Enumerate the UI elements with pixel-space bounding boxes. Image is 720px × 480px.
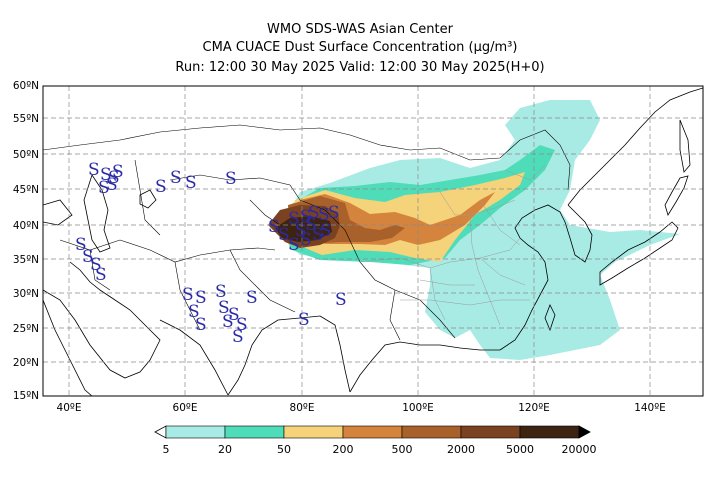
lon-label: 140ºE (634, 402, 666, 414)
dust-symbol: S (75, 235, 87, 255)
lat-label: 60ºN (13, 80, 39, 92)
dust-symbol: S (236, 315, 248, 335)
colorbar-segment (224, 425, 285, 439)
longitude-labels: 40ºE 60ºE 80ºE 100ºE 120ºE 140ºE (57, 402, 666, 414)
dust-symbol: S (232, 327, 244, 347)
lat-label: 20ºN (13, 357, 39, 369)
dust-symbol: S (106, 175, 118, 195)
dust-symbol: S (100, 165, 112, 185)
dust-symbol: S (222, 312, 234, 332)
dust-symbol: S (288, 235, 300, 255)
colorbar-label: 20000 (562, 443, 597, 456)
colorbar-min-arrow (154, 425, 167, 439)
province-borders (359, 164, 546, 326)
dust-symbol: S (295, 221, 307, 241)
colorbar-segment (460, 425, 521, 439)
dust-symbol: S (82, 247, 94, 267)
colorbar-label: 20 (218, 443, 232, 456)
dust-level-1 (282, 100, 680, 360)
dust-symbol: S (298, 310, 310, 330)
lat-label: 25ºN (13, 323, 39, 335)
dust-symbol: S (195, 288, 207, 308)
lat-label: 15ºN (13, 390, 39, 402)
colorbar-segment (519, 425, 580, 439)
dust-symbol: S (300, 230, 312, 250)
dust-symbol: S (312, 225, 324, 245)
colorbar-label: 5 (163, 443, 170, 456)
dust-symbol: S (320, 221, 332, 241)
dust-symbol: S (90, 255, 102, 275)
dust-symbol: S (300, 207, 312, 227)
lon-label: 120ºE (518, 402, 550, 414)
dust-symbol: S (88, 160, 100, 180)
dust-symbol: S (185, 173, 197, 193)
dust-symbol: S (215, 282, 227, 302)
lon-label: 100ºE (402, 402, 434, 414)
colorbar-segment (401, 425, 462, 439)
colorbar-label: 500 (392, 443, 413, 456)
dust-symbol: S (328, 203, 340, 223)
run-valid-time: Run: 12:00 30 May 2025 Valid: 12:00 30 M… (175, 60, 545, 75)
colorbar-segment (165, 425, 226, 439)
dust-symbol: S (278, 225, 290, 245)
colorbar-label: 2000 (447, 443, 475, 456)
map-frame (42, 85, 704, 397)
dust-observation-symbols: S S S S S S S S S S S S S S S S S S S S … (75, 160, 347, 347)
coastlines (43, 87, 703, 396)
colorbar-label: 50 (277, 443, 291, 456)
colorbar-max-arrow (578, 425, 591, 439)
dust-symbol: S (308, 203, 320, 223)
dust-level-7 (275, 216, 332, 242)
dust-symbol: S (188, 302, 200, 322)
dust-symbol: S (268, 217, 280, 237)
lat-label: 40ºN (13, 220, 39, 232)
lat-label: 45ºN (13, 184, 39, 196)
map-subtitle: CMA CUACE Dust Surface Concentration (μg… (202, 40, 518, 55)
dust-symbol: S (225, 169, 237, 189)
map-title: WMO SDS-WAS Asian Center (267, 22, 453, 37)
dust-symbol: S (170, 168, 182, 188)
dust-symbol: S (155, 177, 167, 197)
dust-symbol: S (112, 162, 124, 182)
lat-label: 35ºN (13, 254, 39, 266)
dust-symbol: S (182, 285, 194, 305)
dust-symbol: S (246, 288, 258, 308)
dust-symbol: S (95, 265, 107, 285)
lon-label: 60ºE (173, 402, 198, 414)
colorbar: 5 20 50 200 500 2000 5000 20000 (154, 425, 597, 456)
colorbar-label: 200 (333, 443, 354, 456)
dust-symbol: S (335, 290, 347, 310)
dust-symbol: S (195, 315, 207, 335)
lat-label: 55ºN (13, 113, 39, 125)
lon-label: 40ºE (57, 402, 82, 414)
dust-symbol: S (318, 205, 330, 225)
colorbar-segment (342, 425, 403, 439)
lon-label: 80ºE (290, 402, 315, 414)
latitude-labels: 60ºN 55ºN 50ºN 45ºN 40ºN 35ºN 30ºN 25ºN … (13, 80, 39, 402)
graticule (43, 86, 703, 396)
concentration-field (268, 100, 680, 360)
lat-label: 30ºN (13, 288, 39, 300)
dust-symbol: S (218, 298, 230, 318)
dust-symbol: S (305, 215, 317, 235)
country-borders (43, 124, 571, 341)
dust-symbol: S (288, 209, 300, 229)
colorbar-label: 5000 (506, 443, 534, 456)
lat-label: 50ºN (13, 149, 39, 161)
dust-symbol: S (228, 305, 240, 325)
dust-symbol: S (108, 168, 120, 188)
colorbar-segment (283, 425, 344, 439)
dust-symbol: S (98, 178, 110, 198)
map-area: S S S S S S S S S S S S S S S S S S S S … (43, 86, 703, 396)
